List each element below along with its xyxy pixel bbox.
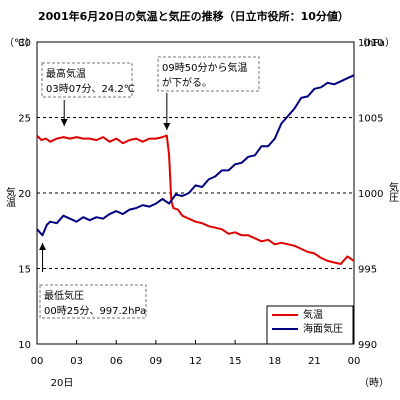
annotation-box (41, 62, 133, 98)
y-tick-label-right: 990 (358, 340, 377, 351)
arrow-head (60, 119, 68, 126)
y-tick-label-left: 10 (18, 340, 31, 351)
plot-frame (36, 41, 355, 345)
x-tick-label: 15 (229, 356, 242, 367)
y-tick-label-right: 1010 (358, 38, 383, 49)
arrow-head (163, 123, 171, 130)
legend-box (266, 305, 354, 345)
y-axis-label-right: 気圧 (387, 181, 399, 203)
axis-ticks: 10 15 20 25 30 990 995 1000 1005 1010 00 03 06 09 12 15… (18, 38, 383, 367)
x-tick-label: 21 (308, 356, 321, 367)
x-tick-label: 09 (150, 356, 163, 367)
x-tick-label: 12 (189, 356, 202, 367)
legend-label-temperature: 気温 (303, 308, 323, 321)
x-tick-label: 00 (348, 356, 361, 367)
x-axis-unit: （時） (359, 377, 389, 389)
y-tick-label-left: 20 (18, 189, 31, 200)
y-tick-label-right: 1000 (358, 189, 383, 200)
chart-title: 2001年6月20日の気温と気圧の推移（日立市役所：10分値） (38, 9, 349, 23)
grid-lines (37, 117, 354, 269)
x-tick-label: 03 (70, 356, 83, 367)
y-tick-label-left: 25 (18, 114, 31, 125)
annotation-text: 00時25分、997.2hPa (44, 305, 146, 317)
annotation-box (157, 56, 260, 92)
x-axis-date-label: 20日 (51, 378, 74, 389)
series-line (36, 134, 355, 265)
annotation-text: 03時07分、24.2℃ (46, 83, 135, 95)
annotation-text: 09時50分から気温 (162, 61, 247, 74)
annotation-text: 最高気温 (46, 67, 86, 80)
right-axis-unit: （hPa） (357, 37, 395, 49)
legend: 気温 海面気圧 (266, 305, 354, 345)
annotation-arrows (39, 93, 171, 272)
y-tick-label-right: 1005 (358, 114, 383, 125)
series-lines (36, 74, 355, 265)
y-axis-label-left: 気温 (4, 186, 16, 207)
y-tick-label-right: 995 (358, 265, 377, 276)
y-tick-label-left: 30 (18, 38, 31, 49)
x-tick-label: 00 (31, 356, 44, 367)
arrow-head (39, 243, 47, 250)
legend-label-pressure: 海面気圧 (303, 322, 343, 335)
x-tick-label: 18 (268, 356, 281, 367)
annotation-text: 最低気圧 (44, 289, 84, 302)
annotation-text: が下がる。 (162, 76, 212, 89)
left-axis-unit: （℃） (4, 37, 35, 49)
x-tick-label: 06 (110, 356, 123, 367)
annotation-box (39, 284, 147, 319)
y-tick-label-left: 15 (18, 265, 31, 276)
series-line (36, 74, 355, 237)
